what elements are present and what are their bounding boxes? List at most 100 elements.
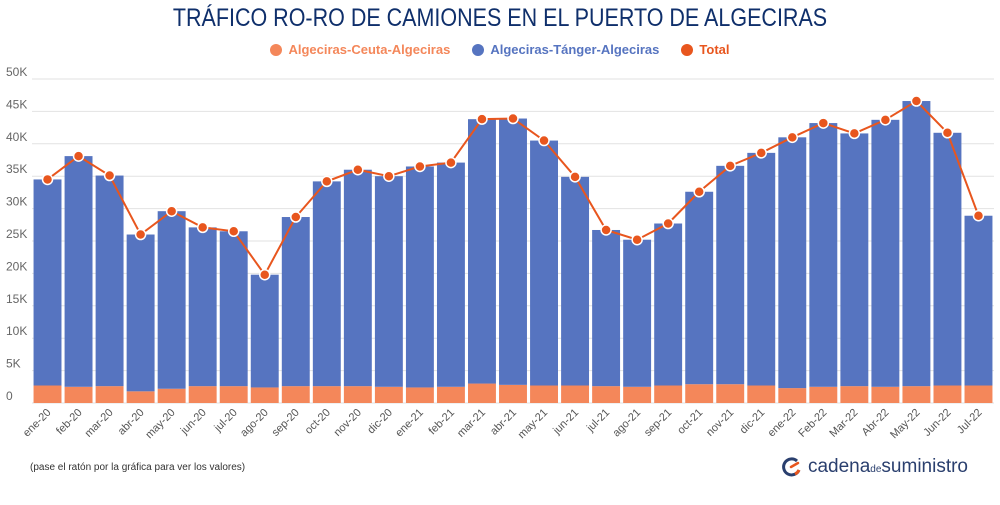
bar-tanger[interactable] [871, 119, 900, 387]
bar-tanger[interactable] [964, 215, 993, 386]
total-point[interactable] [258, 268, 271, 281]
bar-ceuta[interactable] [468, 383, 496, 403]
bar-ceuta[interactable] [312, 386, 341, 403]
total-point[interactable] [600, 224, 612, 236]
bar-tanger[interactable] [33, 179, 62, 386]
total-point[interactable] [817, 117, 830, 129]
bar-tanger[interactable] [716, 165, 745, 385]
bar-tanger[interactable] [219, 231, 248, 387]
bar-ceuta[interactable] [933, 385, 962, 403]
bar-tanger[interactable] [250, 274, 279, 388]
bar-ceuta[interactable] [964, 385, 993, 403]
bar-tanger[interactable] [561, 176, 590, 386]
total-point[interactable] [724, 160, 736, 172]
bar-tanger[interactable] [747, 152, 776, 386]
bar-tanger[interactable] [592, 229, 621, 387]
bar-ceuta[interactable] [685, 384, 714, 403]
total-point[interactable] [755, 147, 768, 159]
bar-ceuta[interactable] [561, 385, 590, 403]
bar-tanger[interactable] [188, 227, 217, 387]
total-point[interactable] [941, 127, 954, 139]
y-tick-label: 30K [6, 195, 27, 209]
bar-tanger[interactable] [623, 239, 652, 387]
bar-ceuta[interactable] [747, 385, 776, 403]
bar-tanger[interactable] [654, 223, 683, 386]
legend-item-total[interactable]: Total [681, 42, 730, 57]
bar-tanger[interactable] [405, 166, 434, 388]
total-point[interactable] [972, 209, 985, 222]
total-point[interactable] [910, 95, 923, 107]
bar-tanger[interactable] [374, 176, 403, 387]
total-point[interactable] [507, 112, 519, 125]
total-point[interactable] [693, 186, 705, 198]
bar-ceuta[interactable] [126, 391, 155, 403]
bar-ceuta[interactable] [374, 386, 403, 403]
bar-ceuta[interactable] [281, 386, 310, 403]
total-point[interactable] [848, 127, 861, 140]
legend-marker-ceuta [270, 43, 283, 56]
bar-tanger[interactable] [343, 169, 372, 387]
bar-tanger[interactable] [933, 132, 962, 386]
bar-tanger[interactable] [281, 217, 310, 387]
total-point[interactable] [290, 211, 302, 223]
total-point[interactable] [662, 217, 674, 230]
bar-ceuta[interactable] [902, 386, 931, 403]
bar-tanger[interactable] [778, 137, 807, 389]
total-point[interactable] [879, 114, 892, 126]
total-point[interactable] [569, 171, 581, 183]
bar-tanger[interactable] [809, 123, 838, 387]
total-point[interactable] [352, 163, 364, 176]
bar-ceuta[interactable] [33, 385, 62, 403]
bar-ceuta[interactable] [871, 386, 900, 403]
bar-ceuta[interactable] [219, 386, 248, 403]
total-point[interactable] [383, 170, 395, 182]
total-point[interactable] [196, 221, 209, 234]
bar-tanger[interactable] [685, 191, 714, 385]
bar-ceuta[interactable] [716, 384, 745, 403]
bar-ceuta[interactable] [95, 386, 124, 403]
bar-ceuta[interactable] [157, 388, 186, 403]
total-point[interactable] [165, 205, 178, 217]
bar-tanger[interactable] [902, 101, 931, 387]
legend-item-ceuta[interactable]: Algeciras-Ceuta-Algeciras [270, 42, 450, 57]
total-point[interactable] [41, 173, 54, 186]
total-point[interactable] [414, 160, 426, 173]
bar-ceuta[interactable] [188, 386, 217, 403]
total-point[interactable] [476, 113, 488, 125]
bar-tanger[interactable] [64, 156, 93, 387]
bar-ceuta[interactable] [840, 386, 869, 403]
bar-ceuta[interactable] [343, 386, 372, 403]
bar-tanger[interactable] [312, 181, 341, 387]
bar-ceuta[interactable] [64, 386, 93, 403]
legend-item-tanger[interactable]: Algeciras-Tánger-Algeciras [472, 42, 659, 57]
bar-ceuta[interactable] [530, 385, 558, 403]
bar-ceuta[interactable] [592, 386, 621, 403]
bar-tanger[interactable] [499, 118, 527, 385]
total-point[interactable] [72, 150, 85, 162]
total-point[interactable] [631, 233, 643, 246]
total-point[interactable] [786, 131, 799, 144]
bar-tanger[interactable] [157, 211, 186, 389]
bar-tanger[interactable] [436, 162, 465, 387]
total-point[interactable] [227, 225, 240, 238]
bar-tanger[interactable] [840, 133, 869, 387]
bar-ceuta[interactable] [809, 386, 838, 403]
bar-ceuta[interactable] [436, 386, 465, 403]
total-point[interactable] [538, 134, 550, 147]
bar-ceuta[interactable] [654, 385, 683, 403]
bar-ceuta[interactable] [623, 386, 652, 403]
bar-ceuta[interactable] [250, 387, 279, 403]
bar-tanger[interactable] [468, 119, 496, 384]
bar-ceuta[interactable] [499, 384, 527, 403]
total-point[interactable] [445, 156, 457, 169]
total-point[interactable] [321, 175, 333, 188]
bar-ceuta[interactable] [778, 388, 807, 403]
bar-tanger[interactable] [126, 234, 155, 392]
bar-tanger[interactable] [95, 175, 124, 387]
total-point[interactable] [103, 169, 116, 182]
total-point[interactable] [134, 228, 147, 241]
bar-tanger[interactable] [530, 140, 558, 386]
bar-ceuta[interactable] [405, 387, 434, 403]
